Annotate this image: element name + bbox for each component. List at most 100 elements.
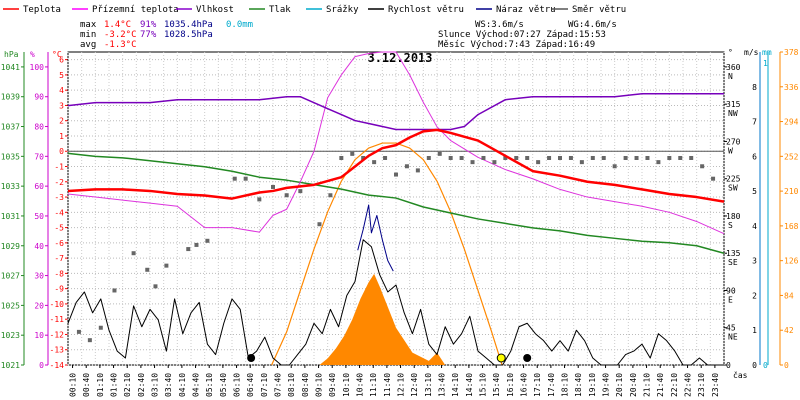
axis-tick-label: 6 [59, 56, 64, 65]
wind-direction-point [678, 155, 683, 160]
wind-direction-point [98, 325, 103, 330]
axis-tick-label: 1031 [1, 212, 20, 221]
moon-set-marker [523, 354, 532, 362]
wind-direction-point [459, 155, 464, 160]
axis-tick-label: -5 [54, 224, 64, 233]
wind-direction-point [700, 164, 705, 169]
series-teplota [67, 128, 725, 203]
wind-direction-point [579, 160, 584, 165]
direction-name-label: SW [728, 184, 738, 193]
time-tick-label: 21:10 [643, 373, 652, 397]
wind-direction-point [76, 329, 81, 334]
wind-direction-point [339, 155, 344, 160]
time-tick-label: 05:40 [219, 373, 228, 397]
solar-tick-label: 84 [784, 291, 794, 300]
axis-tick-label: 1 [59, 132, 64, 141]
wind-direction-point [503, 155, 508, 160]
legend-label: Náraz větru [496, 5, 556, 15]
wind-direction-point [492, 160, 497, 165]
direction-name-label: E [728, 295, 733, 304]
wind-direction-point [689, 155, 694, 160]
wind-direction-point [131, 251, 136, 256]
axis-label-direction: ° [728, 48, 733, 57]
wind-direction-point [426, 155, 431, 160]
time-tick-label: 18:10 [561, 373, 570, 397]
axis-tick-label: -2 [54, 178, 64, 187]
time-tick-label: 06:10 [233, 373, 242, 397]
time-tick-label: 15:40 [492, 373, 501, 397]
axis-tick-label: 50 [34, 212, 44, 221]
time-tick-label: 03:40 [164, 373, 173, 397]
time-tick-label: 19:40 [602, 373, 611, 397]
time-tick-label: 04:40 [192, 373, 201, 397]
stats-label: max [80, 20, 97, 30]
plot-area [67, 51, 725, 366]
stats-temp: -1.3°C [104, 40, 137, 50]
wind-direction-point [612, 164, 617, 169]
direction-tick-label: 45 [726, 324, 736, 333]
info-wg: WG:4.6m/s [568, 20, 617, 30]
wind-direction-point [404, 164, 409, 169]
time-tick-label: 15:10 [479, 373, 488, 397]
wind-tick-label: 8 [752, 83, 757, 92]
wind-direction-point [328, 193, 333, 198]
wind-direction-point [514, 155, 519, 160]
axis-tick-label: 80 [34, 123, 44, 132]
wind-direction-point [164, 263, 169, 268]
wind-tick-label: 4 [752, 222, 757, 231]
direction-name-label: NE [728, 333, 738, 342]
time-tick-label: 07:10 [260, 373, 269, 397]
wind-direction-point [645, 155, 650, 160]
axis-tick-label: 1029 [1, 242, 20, 251]
wind-direction-point [601, 155, 606, 160]
axis-tick-label: 0 [39, 361, 44, 370]
solar-tick-label: 294 [784, 118, 799, 127]
legend-label: Rychlost větru [388, 5, 464, 15]
wind-direction-point [634, 155, 639, 160]
time-tick-label: 09:10 [315, 373, 324, 397]
x-axis-label: čas [733, 370, 748, 380]
wind-direction-point [481, 155, 486, 160]
time-tick-label: 23:10 [697, 373, 706, 397]
wind-direction-point [656, 160, 661, 165]
axis-tick-label: 1037 [1, 123, 20, 132]
wind-direction-point [623, 155, 628, 160]
wind-direction-point [568, 155, 573, 160]
direction-name-label: W [728, 146, 733, 155]
wind-direction-point [271, 184, 275, 189]
wind-tick-label: 7 [752, 118, 757, 127]
wind-direction-point [547, 155, 552, 160]
axis-label-percent: % [30, 50, 35, 59]
axis-tick-label: -3 [54, 193, 64, 202]
solar-tick-label: 0 [784, 361, 789, 370]
info-sun: Slunce Východ:07:27 Západ:15:53 [438, 30, 606, 40]
solar-tick-label: 252 [784, 152, 799, 161]
axis-tick-label: 1023 [1, 331, 20, 340]
stats-panel: max 1.4°C 91% 1035.4hPa 0.0mm min -3.2°C 77% 102… [80, 20, 253, 50]
axis-tick-label: 40 [34, 242, 44, 251]
stats-label: min [80, 30, 96, 40]
axis-tick-label: -4 [54, 208, 64, 217]
solar-tick-label: 378 [784, 48, 799, 57]
axis-tick-label: 1025 [1, 301, 20, 310]
axis-tick-label: 3 [59, 101, 64, 110]
axis-tick-label: 70 [34, 152, 44, 161]
time-tick-label: 19:10 [588, 373, 597, 397]
axis-tick-label: -7 [54, 254, 64, 263]
axis-label-rain: mm [762, 48, 772, 57]
wind-direction-point [112, 288, 117, 293]
time-tick-label: 21:40 [656, 373, 665, 397]
wind-direction-point [298, 189, 303, 194]
wind-direction-point [558, 155, 562, 160]
stats-hum: 77% [140, 30, 157, 40]
wind-direction-point [711, 176, 716, 181]
axis-tick-label: -6 [54, 239, 64, 248]
axis-tick-label: 60 [34, 182, 44, 191]
time-tick-label: 13:40 [438, 373, 447, 397]
solar-tick-label: 168 [784, 222, 799, 231]
time-tick-label: 02:40 [137, 373, 146, 397]
direction-tick-label: 270 [726, 137, 741, 146]
axis-tick-label: 1033 [1, 182, 20, 191]
wind-direction-point [257, 197, 262, 202]
axis-tick-label: 4 [59, 86, 64, 95]
